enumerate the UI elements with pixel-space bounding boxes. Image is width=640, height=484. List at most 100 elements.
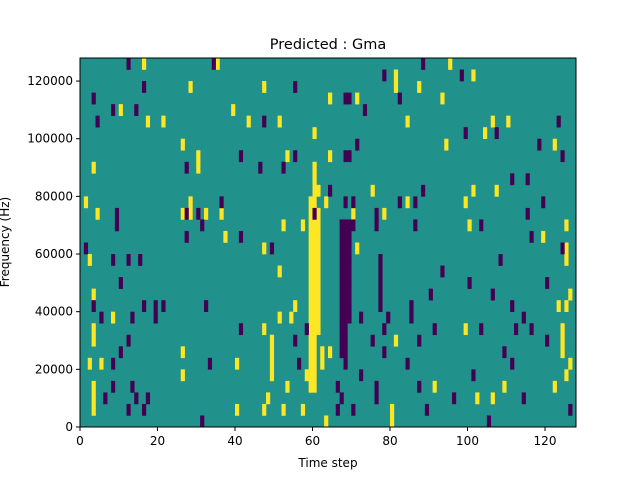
cell-low [126, 58, 131, 70]
chart-title: Predicted : Gma [270, 37, 386, 53]
cell-low [103, 392, 108, 405]
cell-high [390, 415, 395, 428]
cell-low [335, 380, 340, 393]
cell-low [382, 69, 387, 82]
cell-high [308, 346, 313, 359]
cell-low [498, 254, 503, 266]
cell-high [204, 207, 209, 220]
cell-high [277, 115, 282, 128]
y-tick-label: 120000 [27, 74, 73, 88]
cell-high [316, 242, 321, 255]
cell-low [382, 323, 387, 336]
cell-high [308, 380, 313, 393]
cell-low [339, 334, 344, 347]
cell-high [316, 323, 321, 336]
cell-low [293, 81, 298, 93]
cell-high [308, 242, 313, 255]
cell-high [262, 242, 267, 255]
cell-low [211, 58, 216, 70]
cell-high [277, 311, 282, 324]
cell-high [180, 207, 185, 220]
cell-low [138, 254, 143, 266]
cell-high [188, 207, 193, 220]
cell-high [393, 334, 399, 347]
cell-high [308, 207, 313, 220]
cell-low [130, 311, 135, 324]
cell-high [161, 115, 166, 128]
cell-low [545, 277, 550, 289]
cell-low [238, 230, 244, 243]
cell-high [219, 207, 224, 220]
cell-low [529, 230, 534, 243]
cell-low [347, 230, 352, 243]
cell-low [347, 219, 352, 232]
cell-high [308, 219, 313, 232]
x-tick-label: 0 [76, 434, 84, 448]
cell-high [564, 254, 569, 266]
cell-high [312, 380, 317, 393]
cell-high [564, 369, 569, 382]
cell-low [545, 334, 550, 347]
cell-high [568, 357, 573, 370]
cell-low [413, 219, 418, 232]
cell-low [374, 392, 379, 405]
cell-high [308, 288, 313, 301]
cell-low [378, 300, 383, 312]
cell-low [130, 380, 135, 393]
cell-low [343, 300, 348, 312]
y-axis: 0 20000 40000 60000 80000 100000 120000 [27, 74, 80, 434]
cell-high [560, 323, 565, 336]
cell-high [87, 357, 92, 370]
cell-high [568, 288, 573, 301]
cell-high [316, 311, 321, 324]
cell-low [339, 323, 344, 336]
cell-high [320, 357, 325, 370]
cell-low [161, 300, 166, 312]
cell-high [262, 323, 267, 336]
cell-high [490, 115, 495, 128]
cell-low [339, 311, 344, 324]
cell-high [405, 115, 410, 128]
cell-high [180, 138, 185, 151]
cell-high [277, 265, 282, 278]
cell-high [281, 403, 286, 416]
cell-high [196, 161, 201, 174]
cell-high [308, 277, 313, 289]
cell-low [479, 219, 484, 232]
cell-low [196, 207, 201, 220]
cell-high [308, 254, 313, 266]
cell-low [347, 150, 352, 163]
cell-high [235, 403, 240, 416]
cell-high [483, 127, 488, 140]
cell-high [91, 288, 96, 301]
cell-low [490, 288, 495, 301]
cell-high [552, 138, 557, 151]
cell-high [564, 219, 569, 232]
cell-high [328, 150, 333, 163]
cell-low [479, 323, 484, 336]
cell-high [269, 334, 275, 347]
cell-low [467, 277, 472, 289]
cell-high [196, 150, 201, 163]
cell-high [269, 357, 275, 370]
cell-high [308, 196, 313, 209]
cell-high [87, 254, 92, 266]
cell-low [347, 311, 352, 324]
cell-high [188, 196, 193, 209]
cell-low [343, 254, 348, 266]
cell-low [560, 242, 565, 255]
cell-low [339, 230, 344, 243]
cell-high [316, 184, 321, 197]
x-tick-label: 40 [227, 434, 242, 448]
cell-low [378, 288, 383, 301]
cell-low [184, 207, 189, 220]
cell-high [91, 380, 96, 393]
cell-low [347, 288, 352, 301]
cell-high [312, 369, 317, 382]
cell-low [312, 207, 317, 220]
cell-high [328, 92, 333, 105]
cell-low [409, 311, 414, 324]
cell-low [142, 300, 147, 312]
cell-low [417, 334, 422, 347]
cell-low [510, 173, 515, 186]
